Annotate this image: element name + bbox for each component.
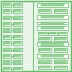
FancyBboxPatch shape	[14, 3, 21, 6]
FancyBboxPatch shape	[4, 42, 10, 44]
FancyBboxPatch shape	[59, 33, 66, 34]
FancyBboxPatch shape	[39, 33, 46, 34]
FancyBboxPatch shape	[55, 66, 66, 68]
FancyBboxPatch shape	[37, 22, 68, 24]
FancyBboxPatch shape	[41, 27, 64, 29]
FancyBboxPatch shape	[37, 3, 68, 7]
FancyBboxPatch shape	[55, 38, 66, 40]
FancyBboxPatch shape	[3, 41, 11, 45]
FancyBboxPatch shape	[4, 48, 10, 51]
FancyBboxPatch shape	[54, 37, 67, 41]
FancyBboxPatch shape	[39, 60, 50, 63]
FancyBboxPatch shape	[13, 54, 22, 58]
FancyBboxPatch shape	[3, 48, 11, 51]
FancyBboxPatch shape	[55, 49, 66, 51]
FancyBboxPatch shape	[38, 48, 51, 52]
FancyBboxPatch shape	[14, 61, 21, 64]
FancyBboxPatch shape	[58, 32, 67, 35]
FancyBboxPatch shape	[3, 54, 11, 58]
FancyBboxPatch shape	[37, 15, 68, 19]
FancyBboxPatch shape	[4, 29, 10, 32]
FancyBboxPatch shape	[41, 55, 64, 57]
FancyBboxPatch shape	[3, 67, 11, 71]
FancyBboxPatch shape	[3, 3, 11, 7]
FancyBboxPatch shape	[1, 1, 71, 71]
FancyBboxPatch shape	[13, 35, 22, 39]
FancyBboxPatch shape	[3, 35, 11, 39]
FancyBboxPatch shape	[37, 42, 68, 46]
FancyBboxPatch shape	[3, 22, 11, 26]
FancyBboxPatch shape	[4, 3, 10, 6]
FancyBboxPatch shape	[13, 9, 22, 13]
FancyBboxPatch shape	[55, 10, 66, 12]
FancyBboxPatch shape	[14, 55, 21, 57]
FancyBboxPatch shape	[14, 68, 21, 70]
FancyBboxPatch shape	[54, 9, 67, 13]
FancyBboxPatch shape	[37, 54, 68, 58]
FancyBboxPatch shape	[38, 37, 51, 41]
FancyBboxPatch shape	[4, 61, 10, 64]
FancyBboxPatch shape	[13, 28, 22, 32]
FancyBboxPatch shape	[41, 43, 64, 46]
FancyBboxPatch shape	[4, 68, 10, 70]
FancyBboxPatch shape	[38, 9, 51, 13]
FancyBboxPatch shape	[13, 67, 22, 71]
FancyBboxPatch shape	[13, 16, 22, 19]
FancyBboxPatch shape	[54, 48, 67, 52]
FancyBboxPatch shape	[41, 22, 64, 24]
FancyBboxPatch shape	[4, 55, 10, 57]
FancyBboxPatch shape	[13, 22, 22, 26]
FancyBboxPatch shape	[14, 16, 21, 19]
FancyBboxPatch shape	[3, 9, 11, 13]
FancyBboxPatch shape	[14, 10, 21, 12]
FancyBboxPatch shape	[48, 32, 57, 35]
FancyBboxPatch shape	[49, 33, 56, 34]
FancyBboxPatch shape	[54, 66, 67, 69]
FancyBboxPatch shape	[41, 4, 64, 6]
FancyBboxPatch shape	[41, 16, 64, 18]
FancyBboxPatch shape	[3, 16, 11, 19]
FancyBboxPatch shape	[14, 42, 21, 44]
FancyBboxPatch shape	[38, 32, 47, 35]
FancyBboxPatch shape	[4, 35, 10, 38]
FancyBboxPatch shape	[4, 16, 10, 19]
FancyBboxPatch shape	[13, 60, 22, 64]
FancyBboxPatch shape	[14, 48, 21, 51]
FancyBboxPatch shape	[14, 35, 21, 38]
FancyBboxPatch shape	[3, 60, 11, 64]
FancyBboxPatch shape	[39, 10, 50, 12]
FancyBboxPatch shape	[13, 3, 22, 7]
FancyBboxPatch shape	[38, 66, 51, 69]
FancyBboxPatch shape	[39, 49, 50, 51]
FancyBboxPatch shape	[4, 10, 10, 12]
FancyBboxPatch shape	[39, 66, 50, 68]
FancyBboxPatch shape	[13, 41, 22, 45]
FancyBboxPatch shape	[13, 48, 22, 51]
FancyBboxPatch shape	[38, 60, 51, 63]
FancyBboxPatch shape	[4, 23, 10, 25]
FancyBboxPatch shape	[14, 23, 21, 25]
FancyBboxPatch shape	[14, 29, 21, 32]
FancyBboxPatch shape	[55, 60, 66, 63]
FancyBboxPatch shape	[39, 38, 50, 40]
FancyBboxPatch shape	[37, 26, 68, 30]
FancyBboxPatch shape	[54, 60, 67, 63]
FancyBboxPatch shape	[3, 28, 11, 32]
